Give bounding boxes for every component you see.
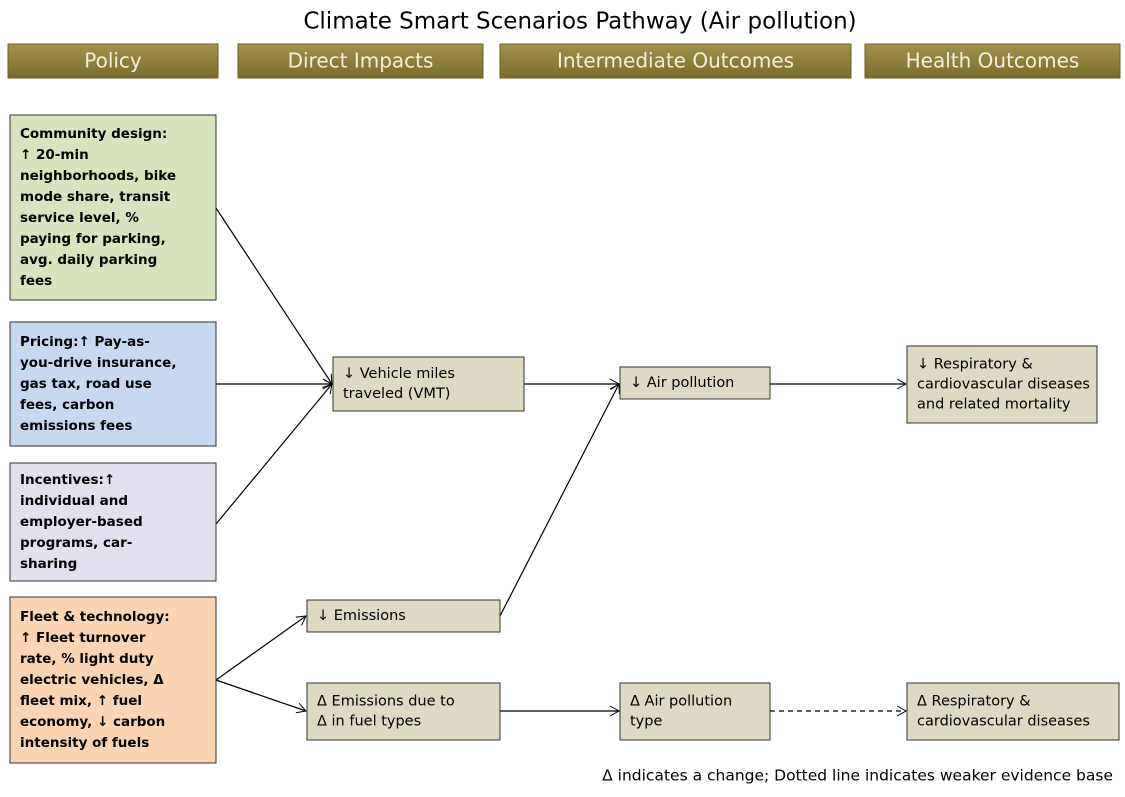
arrow — [215, 207, 333, 385]
node-text: Δ Air pollution — [630, 694, 732, 710]
node-text: ↓ Vehicle miles — [343, 366, 455, 382]
node-box — [619, 366, 771, 400]
node-text: ↓ Emissions — [317, 608, 406, 624]
node-text: employer-based — [20, 514, 143, 530]
node-box — [9, 321, 217, 447]
node-text: you-drive insurance, — [20, 355, 176, 371]
node-text: ↓ Respiratory & — [917, 357, 1033, 373]
node-text: intensity of fuels — [20, 735, 149, 751]
title: Climate Smart Scenarios Pathway (Air pol… — [303, 9, 856, 35]
node-text: rate, % light duty — [20, 651, 154, 667]
node-text: ↑ Fleet turnover — [20, 630, 146, 646]
node-text: fees, carbon — [20, 397, 114, 413]
node-text: ↑ 20-min — [20, 147, 89, 163]
node-text: Δ Emissions due to — [317, 694, 455, 710]
node-text: Pricing:↑ Pay-as- — [20, 334, 150, 350]
node-text: fees — [20, 273, 52, 289]
header-box — [7, 43, 219, 79]
node-text: Fleet & technology: — [20, 609, 170, 625]
arrow — [499, 383, 620, 617]
arrow — [215, 383, 333, 525]
arrow — [215, 615, 307, 681]
header-label: Direct Impacts — [288, 49, 434, 73]
node-box — [9, 462, 217, 582]
header-label: Health Outcomes — [906, 49, 1080, 73]
node-text: and related mortality — [917, 397, 1071, 413]
node-box — [306, 599, 501, 633]
node-text: cardiovascular diseases — [917, 714, 1090, 730]
node-text: avg. daily parking — [20, 252, 157, 268]
header-label: Intermediate Outcomes — [557, 49, 794, 73]
header-label: Policy — [84, 49, 142, 73]
node-text: Δ in fuel types — [317, 714, 421, 730]
node-box — [9, 596, 217, 764]
header-box — [237, 43, 484, 79]
header-box — [864, 43, 1121, 79]
node-text: Incentives:↑ — [20, 472, 115, 488]
node-text: gas tax, road use — [20, 376, 152, 392]
node-text: electric vehicles, Δ — [20, 672, 164, 688]
node-box — [906, 345, 1098, 424]
node-text: mode share, transit — [20, 189, 171, 205]
node-text: sharing — [20, 556, 77, 572]
header-box — [499, 43, 852, 79]
node-text: cardiovascular diseases — [917, 377, 1090, 393]
node-text: ↓ Air pollution — [630, 375, 734, 391]
node-text: programs, car- — [20, 535, 132, 551]
node-text: Community design: — [20, 126, 167, 142]
node-text: traveled (VMT) — [343, 386, 450, 402]
node-text: emissions fees — [20, 418, 132, 434]
node-text: fleet mix, ↑ fuel — [20, 693, 142, 709]
node-text: economy, ↓ carbon — [20, 714, 165, 730]
node-box — [332, 356, 525, 412]
footnote: Δ indicates a change; Dotted line indica… — [602, 767, 1113, 785]
node-text: service level, % — [20, 210, 139, 226]
node-box — [619, 682, 771, 741]
node-box — [906, 682, 1120, 741]
node-text: paying for parking, — [20, 231, 166, 247]
node-box — [306, 682, 501, 741]
node-box — [9, 114, 217, 301]
node-text: Δ Respiratory & — [917, 694, 1031, 710]
node-text: neighborhoods, bike — [20, 168, 176, 184]
arrow — [215, 679, 307, 714]
node-text: individual and — [20, 493, 128, 509]
node-text: type — [630, 714, 662, 730]
